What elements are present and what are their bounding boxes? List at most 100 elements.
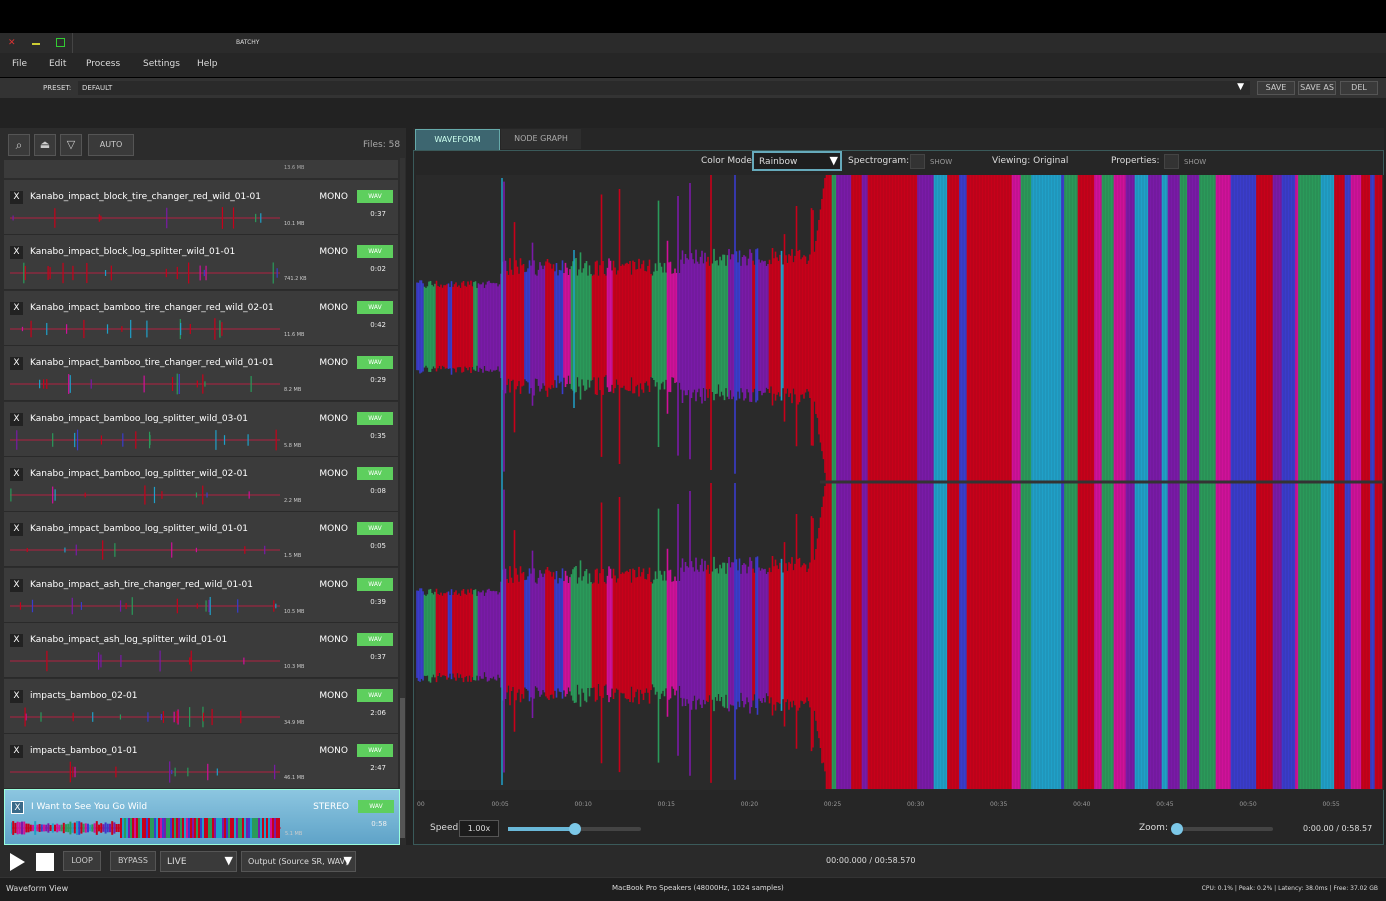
mode-select[interactable]: LIVE ▼ — [160, 851, 237, 872]
mini-waveform — [10, 649, 280, 673]
file-duration: 0:08 — [370, 487, 386, 495]
auto-button[interactable]: AUTO — [88, 134, 134, 156]
file-size: 10.5 MB — [284, 609, 304, 615]
mini-waveform — [10, 538, 280, 562]
close[interactable]: ✕ — [8, 39, 16, 47]
file-item[interactable]: XKanabo_impact_bamboo_tire_changer_red_w… — [4, 291, 398, 346]
file-channels: MONO — [319, 303, 348, 313]
file-format[interactable]: WAV — [357, 467, 393, 480]
file-name: Kanabo_impact_bamboo_log_splitter_wild_0… — [30, 524, 248, 534]
file-item[interactable]: XKanabo_impact_bamboo_tire_changer_red_w… — [4, 346, 398, 401]
scroll-thumb[interactable] — [400, 698, 405, 838]
file-item[interactable]: XKanabo_impact_block_log_splitter_wild_0… — [4, 235, 398, 290]
tab[interactable]: NODE GRAPH — [501, 129, 581, 149]
spectrogram-checkbox[interactable] — [910, 154, 925, 169]
delete-button[interactable]: DEL — [1340, 81, 1378, 95]
editor-panel: WAVEFORM NODE GRAPH Color Mode: Rainbow … — [413, 128, 1384, 845]
file-item[interactable]: XKanabo_impact_ash_log_splitter_wild_01-… — [4, 623, 398, 678]
minimize[interactable] — [32, 43, 40, 45]
file-channels: MONO — [319, 746, 348, 756]
file-format[interactable]: WAV — [357, 245, 393, 258]
bypass-button[interactable]: BYPASS — [110, 851, 156, 871]
file-item-partial[interactable]: 13.6 MB — [4, 160, 398, 178]
remove-button[interactable]: X — [10, 468, 23, 481]
remove-button[interactable]: X — [10, 690, 23, 703]
search-button[interactable]: ⌕ — [8, 134, 30, 156]
slider-thumb[interactable] — [569, 823, 581, 835]
remove-button[interactable]: X — [10, 191, 23, 204]
file-item[interactable]: XKanabo_impact_bamboo_log_splitter_wild_… — [4, 402, 398, 457]
file-format[interactable]: WAV — [357, 301, 393, 314]
file-channels: MONO — [319, 691, 348, 701]
preset-bar: PRESET: DEFAULT ▼ SAVE SAVE AS DEL — [0, 78, 1386, 98]
remove-button[interactable]: X — [10, 523, 23, 536]
filter-button[interactable]: ▽ — [60, 134, 82, 156]
loop-button[interactable]: LOOP — [63, 851, 101, 871]
mini-waveform — [10, 483, 280, 507]
remove-button[interactable]: X — [10, 357, 23, 370]
menu-item[interactable]: Help — [197, 59, 218, 69]
file-format[interactable]: WAV — [357, 412, 393, 425]
speed-label: Speed: — [430, 823, 461, 833]
file-format[interactable]: WAV — [358, 800, 394, 813]
file-format[interactable]: WAV — [357, 578, 393, 591]
title-bar: ✕ BATCHY — [0, 33, 1386, 53]
file-item[interactable]: X Kanabo_impact_bamboo_log_splitter_wild_… — [4, 512, 398, 567]
remove-button[interactable]: X — [10, 413, 23, 426]
file-format[interactable]: WAV — [357, 633, 393, 646]
tab-active[interactable]: WAVEFORM — [415, 129, 500, 151]
menu-item[interactable]: Process — [86, 59, 120, 69]
remove-button[interactable]: X — [11, 801, 24, 814]
file-item[interactable]: XKanabo_impact_block_tire_changer_red_wi… — [4, 180, 398, 235]
dropdown-arrow: ▼ — [225, 854, 233, 867]
slider-thumb[interactable] — [1171, 823, 1183, 835]
file-duration: 0:58 — [371, 820, 387, 828]
menu-item[interactable]: Settings — [143, 59, 180, 69]
file-channels: MONO — [319, 469, 348, 479]
menu-item[interactable]: File — [12, 59, 27, 69]
menu-item[interactable]: Edit — [49, 59, 66, 69]
file-format[interactable]: WAV — [357, 522, 393, 535]
status-device: MacBook Pro Speakers (48000Hz, 1024 samp… — [612, 884, 784, 892]
play-button[interactable] — [10, 853, 25, 871]
save-button[interactable]: SAVE — [1257, 81, 1295, 95]
remove-button[interactable]: X — [10, 302, 23, 315]
file-duration: 0:39 — [370, 598, 386, 606]
properties-show: SHOW — [1184, 158, 1206, 166]
file-format[interactable]: WAV — [357, 356, 393, 369]
file-item[interactable]: X Kanabo_impact_bamboo_log_splitter_wild_… — [4, 457, 398, 512]
maximize[interactable] — [56, 38, 65, 47]
file-item[interactable]: Ximpacts_bamboo_02-01MONOWAV2:0634.9 MB — [4, 679, 398, 734]
file-name: Kanabo_impact_bamboo_log_splitter_wild_0… — [30, 469, 248, 479]
file-format[interactable]: WAV — [357, 744, 393, 757]
zoom-slider[interactable] — [1173, 827, 1273, 831]
preset-select[interactable]: DEFAULT ▼ — [78, 81, 1250, 95]
remove-button[interactable]: X — [10, 634, 23, 647]
remove-button[interactable]: X — [10, 579, 23, 592]
file-item[interactable]: XI Want to See You Go WildSTEREOWAV0:585… — [4, 789, 400, 845]
save-as-button[interactable]: SAVE AS — [1298, 81, 1336, 95]
file-name: I Want to See You Go Wild — [31, 802, 147, 812]
mode-value: LIVE — [167, 857, 187, 867]
status-stats: CPU: 0.1% | Peak: 0.2% | Latency: 38.0ms… — [1202, 885, 1378, 892]
properties-checkbox[interactable] — [1164, 154, 1179, 169]
import-button[interactable]: ⏏ — [34, 134, 56, 156]
output-select[interactable]: Output (Source SR, WAV) ▼ — [241, 851, 356, 872]
speed-slider[interactable] — [508, 827, 641, 831]
spectrogram-label: Spectrogram: — [848, 156, 909, 166]
stop-button[interactable] — [36, 853, 54, 871]
color-mode-select[interactable]: Rainbow ▼ — [752, 151, 842, 171]
file-size: 34.9 MB — [284, 720, 304, 726]
scrollbar — [400, 158, 405, 838]
file-format[interactable]: WAV — [357, 190, 393, 203]
file-item[interactable]: Ximpacts_bamboo_01-01MONOWAV2:4746.1 MB — [4, 734, 398, 789]
file-item[interactable]: XKanabo_impact_ash_tire_changer_red_wild… — [4, 568, 398, 623]
file-duration: 0:37 — [370, 653, 386, 661]
mini-waveform — [10, 261, 280, 285]
speed-input[interactable]: 1.00x — [459, 820, 499, 837]
dropdown-arrow: ▼ — [1237, 82, 1244, 92]
remove-button[interactable]: X — [10, 246, 23, 259]
spectrogram-show: SHOW — [930, 158, 952, 166]
file-format[interactable]: WAV — [357, 689, 393, 702]
remove-button[interactable]: X — [10, 745, 23, 758]
